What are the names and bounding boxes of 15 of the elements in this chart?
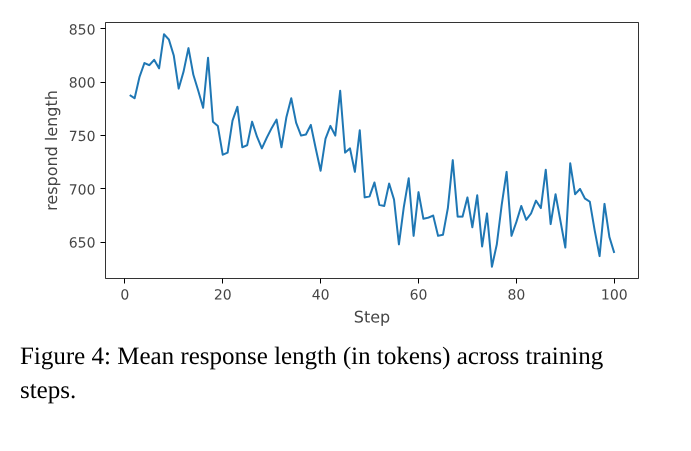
caption: Figure 4: Mean response length (in tokens) across training steps. (20, 342, 604, 406)
x-tick-label: 0 (120, 288, 130, 304)
x-tick-label: 40 (312, 288, 330, 304)
y-tick-label: 800 (68, 76, 96, 92)
y-tick-label: 750 (68, 129, 96, 146)
x-tick-label: 100 (600, 288, 628, 304)
line-series (128, 33, 616, 268)
y-tick-label: 700 (68, 182, 96, 198)
y-axis-title: respond length (42, 90, 61, 211)
x-tick-label: 60 (410, 288, 428, 304)
x-tick-label: 20 (214, 288, 232, 304)
x-axis-title: Step (354, 308, 390, 326)
y-tick-label: 650 (68, 236, 96, 252)
x-tick-label: 80 (507, 288, 526, 304)
y-tick-label: 850 (68, 22, 96, 38)
